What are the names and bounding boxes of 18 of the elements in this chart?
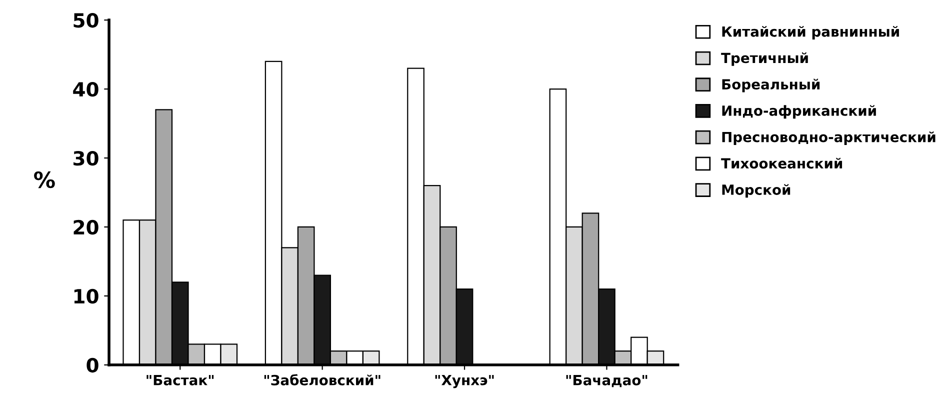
- y-tick-label: 50: [74, 13, 98, 28]
- y-tick-label: 40: [73, 82, 98, 97]
- legend-label: Тихоокеанский: [721, 158, 842, 169]
- x-tick-label: "Забеловский": [264, 374, 380, 386]
- y-tick-label: 30: [74, 150, 98, 166]
- legend-label: Бореальный: [722, 78, 820, 92]
- legend-label: Третичный: [721, 52, 808, 66]
- x-tick-label: "Бастак": [146, 375, 214, 386]
- x-tick-label: "Хунхэ": [435, 374, 494, 388]
- legend-label: Китайский равнинный: [722, 26, 899, 40]
- y-tick-label: 0: [86, 358, 98, 373]
- legend-label: Индо-африканский: [722, 105, 876, 119]
- y-tick-label: 20: [74, 220, 98, 235]
- y-tick-label: 10: [74, 288, 98, 304]
- y-axis-title: %: [34, 171, 55, 188]
- legend-label: Пресноводно-арктический: [722, 131, 936, 145]
- legend-label: Морской: [722, 184, 790, 198]
- x-tick-label: "Бачадао": [566, 375, 648, 388]
